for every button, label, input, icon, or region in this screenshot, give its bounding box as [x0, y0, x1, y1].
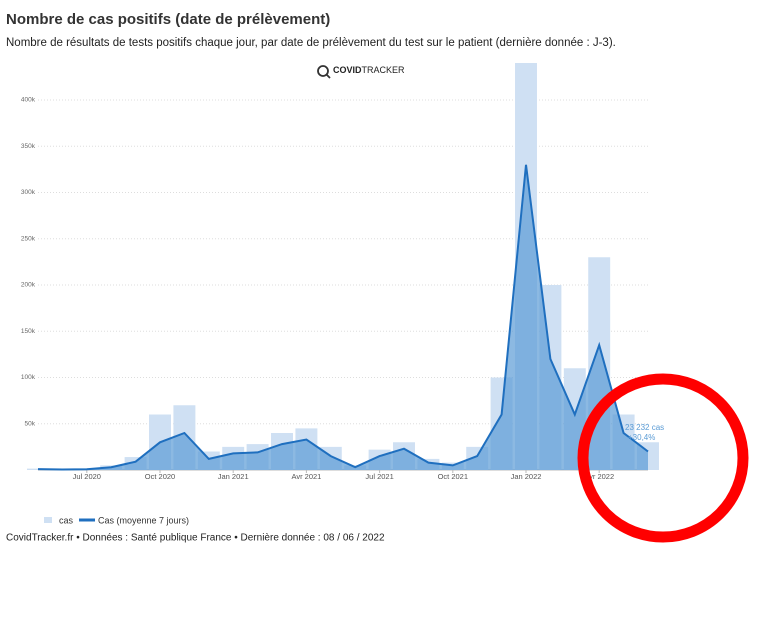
logo-text: COVIDTRACKER	[333, 65, 405, 75]
chart-subtitle: Nombre de résultats de tests positifs ch…	[6, 37, 616, 49]
chart-title: Nombre de cas positifs (date de prélèvem…	[6, 11, 330, 28]
logo-rest: TRACKER	[362, 65, 406, 75]
y-tick-label: 350k	[21, 143, 36, 150]
legend: cas Cas (moyenne 7 jours)	[44, 515, 189, 525]
x-tick-label: Jan 2021	[218, 472, 249, 481]
logo-icon	[317, 65, 329, 77]
x-tick-label: Oct 2020	[145, 472, 175, 481]
logo-icon	[326, 74, 331, 79]
x-tick-label: Avr 2021	[291, 472, 321, 481]
x-tick-label: Jul 2021	[365, 472, 393, 481]
highlight-circle	[577, 373, 749, 543]
legend-label: Cas (moyenne 7 jours)	[98, 515, 189, 525]
legend-label: cas	[59, 515, 74, 525]
y-tick-label: 50k	[25, 420, 36, 427]
y-tick-label: 250k	[21, 235, 36, 242]
legend-swatch	[44, 517, 52, 523]
x-tick-label: Avr 2022	[584, 472, 614, 481]
y-tick-label: 100k	[21, 374, 36, 381]
y-tick-label: 300k	[21, 189, 36, 196]
y-tick-label: 400k	[21, 97, 36, 104]
x-tick-label: Jan 2022	[511, 472, 542, 481]
x-tick-label: Oct 2021	[438, 472, 468, 481]
x-tick-label: Jul 2020	[73, 472, 101, 481]
y-tick-label: 150k	[21, 328, 36, 335]
annotation: +30,4%	[628, 433, 655, 442]
plot: 50k 100k 150k 200k 250k 300k 350k 400k Jul 2020 O…	[21, 63, 659, 481]
logo-bold: COVID	[333, 65, 362, 75]
y-tick-label: 200k	[21, 282, 36, 289]
annotation: 23 232 cas	[625, 423, 664, 432]
footer: CovidTracker.fr • Données : Santé publiq…	[6, 533, 385, 544]
line	[37, 164, 649, 471]
logo: COVIDTRACKER	[317, 65, 405, 79]
